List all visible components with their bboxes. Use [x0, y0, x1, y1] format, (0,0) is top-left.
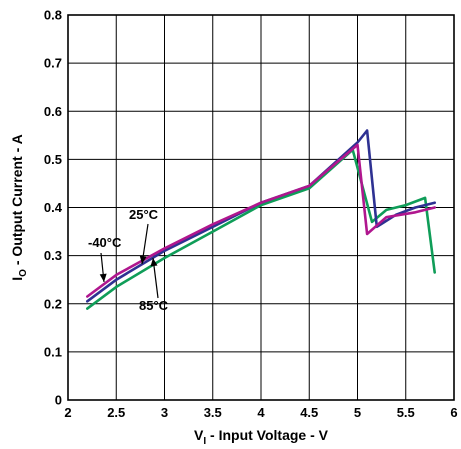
y-axis-title-sub: O: [18, 269, 29, 277]
annotation-label: 25°C: [129, 207, 159, 222]
x-axis-title-main: V: [194, 427, 204, 443]
x-axis-title-rest: - Input Voltage - V: [206, 427, 329, 443]
x-tick-label: 2: [64, 405, 71, 420]
series-line-minus40c: [86, 143, 437, 298]
x-tick-label: 3: [161, 405, 168, 420]
annotation-label: -40°C: [88, 235, 122, 250]
x-axis-title: VI - Input Voltage - V: [194, 427, 329, 447]
y-tick-label: 0: [55, 393, 62, 408]
y-tick-label: 0.3: [44, 248, 62, 263]
annotation-arrowhead: [99, 273, 107, 282]
y-axis-title-rest: - Output Current - A: [9, 134, 25, 269]
y-tick-label: 0.5: [44, 152, 62, 167]
plot-frame: [67, 14, 455, 401]
x-tick-label: 4: [257, 405, 265, 420]
annotation-arrowhead: [150, 258, 158, 267]
annotation-label: 85°C: [139, 298, 169, 313]
x-tick-label: 5.5: [397, 405, 415, 420]
annotation-arrowhead: [139, 255, 147, 264]
x-tick-label: 6: [450, 405, 457, 420]
y-tick-label: 0.1: [44, 344, 62, 359]
tick-labels: 2 2.5 3 3.5 4 4.5 5 5.5 6 0 0.1 0.2 0.3 0.4 0.5 0.6 0.7 0…: [44, 8, 458, 421]
x-tick-label: 5: [354, 405, 361, 420]
annotations: -40°C 25°C 85°C: [88, 207, 169, 313]
x-axis-title-sub: I: [203, 436, 206, 447]
y-tick-label: 0.7: [44, 56, 62, 71]
x-tick-label: 2.5: [107, 405, 125, 420]
y-tick-label: 0.8: [44, 8, 62, 23]
y-tick-label: 0.4: [44, 200, 63, 215]
x-tick-label: 3.5: [204, 405, 222, 420]
y-tick-label: 0.2: [44, 296, 62, 311]
x-tick-label: 4.5: [300, 405, 318, 420]
y-tick-label: 0.6: [44, 104, 62, 119]
y-axis-title-main: I: [9, 277, 25, 281]
y-axis-title: IO - Output Current - A: [9, 134, 29, 280]
series-layer: [86, 129, 437, 310]
